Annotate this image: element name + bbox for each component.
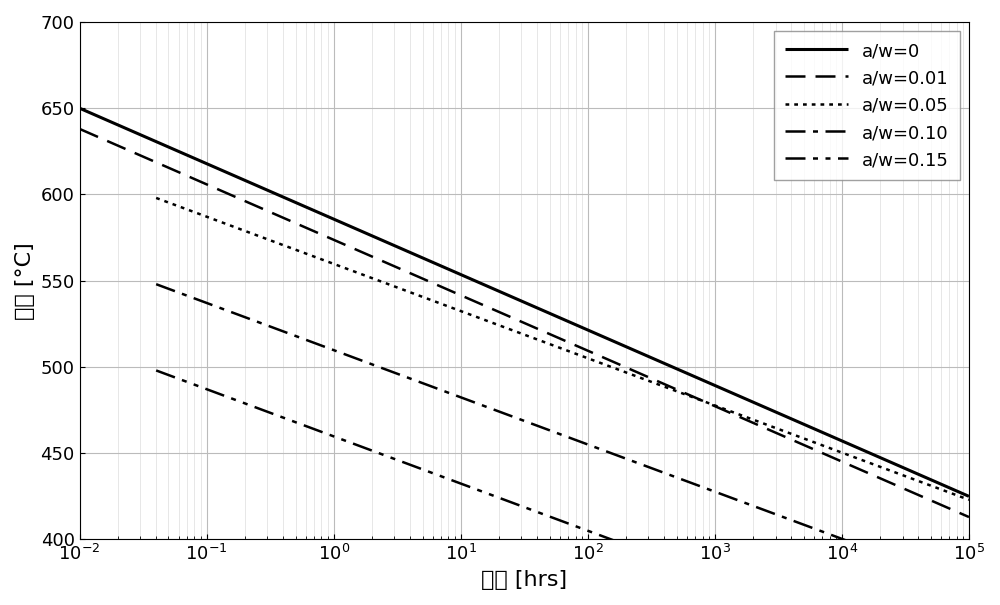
Line: a/w=0.10: a/w=0.10 xyxy=(156,284,969,586)
a/w=0.05 xyxy=(233,225,245,232)
a/w=0.10 xyxy=(799,522,811,529)
a/w=0.05 xyxy=(784,430,796,437)
a/w=0 xyxy=(767,407,779,414)
a/w=0.05 xyxy=(708,402,720,409)
a/w=0.10 xyxy=(508,413,520,420)
a/w=0.10 xyxy=(784,516,796,523)
a/w=0 xyxy=(783,414,795,422)
Line: a/w=0.01: a/w=0.01 xyxy=(80,129,969,517)
Line: a/w=0.15: a/w=0.15 xyxy=(156,370,969,605)
Y-axis label: 温度 [°C]: 温度 [°C] xyxy=(15,242,35,319)
a/w=0.10 xyxy=(479,403,491,410)
a/w=0.01 xyxy=(963,514,975,521)
a/w=0.15 xyxy=(479,489,491,496)
a/w=0.05 xyxy=(963,496,975,503)
a/w=0.10 xyxy=(233,312,245,319)
a/w=0 xyxy=(164,144,176,151)
a/w=0.05 xyxy=(508,327,520,335)
a/w=0.10 xyxy=(150,281,162,288)
a/w=0.01 xyxy=(164,165,176,172)
Legend: a/w=0, a/w=0.01, a/w=0.05, a/w=0.10, a/w=0.15: a/w=0, a/w=0.01, a/w=0.05, a/w=0.10, a/w… xyxy=(774,31,960,180)
a/w=0.10 xyxy=(708,488,720,495)
a/w=0.01 xyxy=(465,296,477,304)
a/w=0.15 xyxy=(233,397,245,405)
a/w=0.01 xyxy=(74,125,86,132)
Line: a/w=0.05: a/w=0.05 xyxy=(156,198,969,500)
a/w=0.05 xyxy=(479,316,491,324)
a/w=0.15 xyxy=(508,500,520,507)
a/w=0.15 xyxy=(708,574,720,581)
Line: a/w=0: a/w=0 xyxy=(80,108,969,496)
a/w=0 xyxy=(465,275,477,283)
a/w=0 xyxy=(684,371,696,378)
a/w=0.05 xyxy=(150,194,162,201)
a/w=0.15 xyxy=(150,367,162,374)
a/w=0 xyxy=(74,105,86,112)
a/w=0.01 xyxy=(684,392,696,399)
a/w=0 xyxy=(433,261,445,269)
a/w=0.05 xyxy=(799,435,811,442)
a/w=0.10 xyxy=(963,583,975,590)
X-axis label: 时间 [hrs]: 时间 [hrs] xyxy=(481,570,567,590)
a/w=0 xyxy=(963,492,975,500)
a/w=0.01 xyxy=(783,435,795,442)
a/w=0.15 xyxy=(784,602,796,605)
a/w=0.01 xyxy=(433,283,445,290)
a/w=0.01 xyxy=(767,428,779,435)
